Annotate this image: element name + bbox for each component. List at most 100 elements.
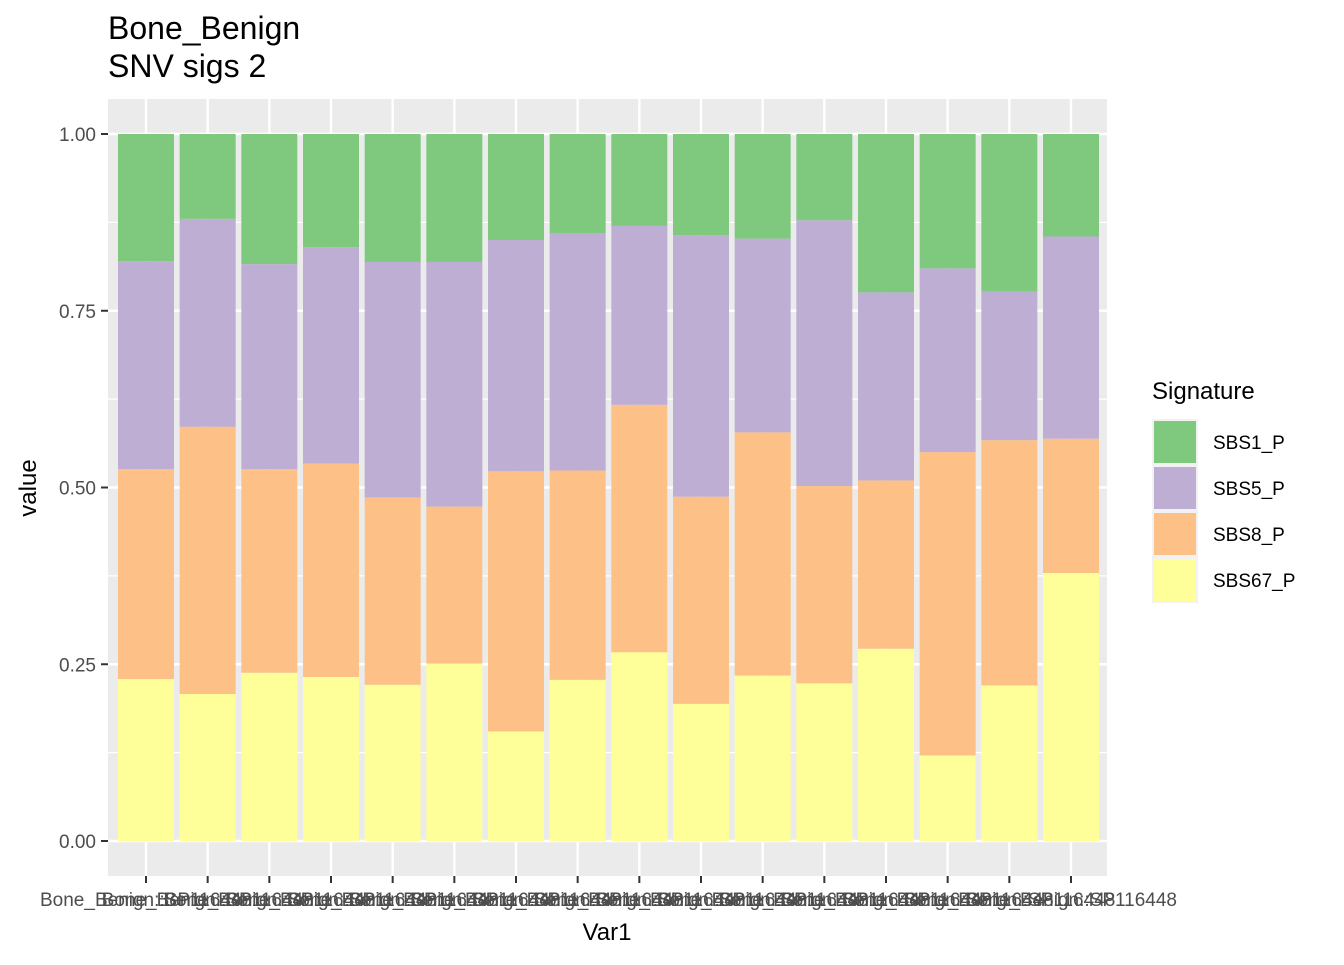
legend-label: SBS67_P [1213,571,1295,592]
legend-key-sbs67-p [1154,559,1196,601]
x-tick-label: Bone_Benign::SP116448 [348,890,560,911]
legend-label: SBS8_P [1213,525,1285,546]
y-tick-label: 0.00 [59,832,96,853]
x-tick-label: Bone_Benign::SP116448 [657,890,869,911]
legend-items: SBS1_P SBS5_P SBS8_P SBS67_P [1152,419,1295,603]
axis-layer: 0.00 0.25 0.50 0.75 1.00Bone_Benign::SP11644… [40,125,1177,911]
bar-segment-sbs1-p [364,134,421,262]
bar-segment-sbs67-p [611,652,668,841]
bar-segment-sbs8-p [919,452,976,756]
legend: Signature SBS1_P SBS5_P SBS8_P SBS67_P [1152,378,1295,603]
bar-segment-sbs67-p [981,685,1038,841]
legend-key-sbs1-p [1154,421,1196,463]
bar-segment-sbs5-p [611,225,668,405]
bar-segment-sbs5-p [796,220,853,487]
bar-segment-sbs1-p [241,134,298,265]
bar-segment-sbs8-p [858,480,914,649]
bar-segment-sbs67-p [858,648,914,841]
bar-segment-sbs8-p [673,496,729,704]
bar-segment-sbs8-p [549,470,606,680]
bar-segment-sbs67-p [919,755,976,841]
bar-segment-sbs1-p [981,134,1038,292]
bar-segment-sbs1-p [611,134,668,226]
bar-segment-sbs1-p [858,134,914,293]
bar-segment-sbs8-p [179,426,236,694]
bar-segment-sbs5-p [734,238,791,433]
bar-segment-sbs67-p [796,683,853,841]
x-tick-label: Bone_Benign::SP116448 [287,890,499,911]
bar-segment-sbs5-p [673,235,729,497]
y-tick-label: 0.25 [59,655,96,676]
bar-segment-sbs67-p [1043,573,1099,841]
bar-segment-sbs1-p [303,134,359,248]
bar-segment-sbs67-p [364,684,421,841]
legend-label: SBS5_P [1213,479,1285,500]
bar-segment-sbs67-p [734,675,791,841]
bar-segment-sbs8-p [734,432,791,676]
y-axis-title: value [15,459,42,516]
bar-segment-sbs67-p [549,679,606,841]
x-tick-label: Bone_Benign::SP116448 [965,890,1177,911]
bar-segment-sbs1-p [673,134,729,236]
y-tick-label: 0.50 [59,479,96,500]
bar-segment-sbs5-p [303,247,359,464]
bars-layer [118,134,1099,841]
x-tick-label: Bone_Benign::SP116448 [102,890,314,911]
bar-segment-sbs8-p [364,497,421,685]
x-tick-label: Bone_Benign::SP116448 [903,890,1115,911]
bar-segment-sbs8-p [1043,438,1099,574]
bar-segment-sbs67-p [303,676,359,841]
legend-key-sbs5-p [1154,467,1196,509]
legend-title: Signature [1152,378,1255,405]
bar-segment-sbs8-p [981,440,1038,686]
bar-segment-sbs1-p [796,134,853,221]
x-tick-label: Bone_Benign::SP116448 [842,890,1054,911]
bar-segment-sbs1-p [488,134,544,241]
bar-segment-sbs5-p [488,240,544,472]
legend-label: SBS1_P [1213,433,1285,454]
bar-segment-sbs67-p [488,731,544,841]
legend-key-sbs8-p [1154,513,1196,555]
y-tick-label: 1.00 [59,125,96,146]
bar-segment-sbs8-p [488,471,544,732]
bar-segment-sbs1-p [734,134,791,239]
bar-segment-sbs5-p [549,232,606,471]
bar-segment-sbs1-p [549,134,606,233]
bar-segment-sbs5-p [919,268,976,453]
bar-segment-sbs1-p [426,134,483,262]
chart-subtitle: SNV sigs 2 [108,48,266,84]
x-tick-label: Bone_Benign::SP116448 [225,890,437,911]
bar-segment-sbs5-p [364,261,421,498]
bar-segment-sbs5-p [858,292,914,481]
bar-segment-sbs5-p [118,261,174,470]
x-tick-label: Bone_Benign::SP116448 [410,890,622,911]
x-tick-label: Bone_Benign::SP116448 [533,890,745,911]
bar-segment-sbs5-p [179,218,236,427]
x-tick-label: Bone_Benign::SP116448 [718,890,930,911]
chart-title: Bone_Benign [108,10,300,46]
x-tick-label: Bone_Benign::SP116448 [163,890,375,911]
bar-segment-sbs8-p [611,404,668,653]
x-tick-label: Bone_Benign::SP116448 [472,890,684,911]
bar-segment-sbs67-p [426,663,483,841]
bar-segment-sbs5-p [426,261,483,507]
x-axis-title: Var1 [583,919,632,946]
bar-segment-sbs8-p [796,486,853,684]
y-tick-label: 0.75 [59,302,96,323]
bar-segment-sbs8-p [118,469,174,680]
bar-segment-sbs5-p [981,291,1038,441]
bar-segment-sbs67-p [118,679,174,841]
bar-segment-sbs67-p [673,703,729,841]
bar-segment-sbs8-p [426,506,483,664]
bar-segment-sbs8-p [303,463,359,677]
x-tick-label: Bone_Benign::SP116448 [780,890,992,911]
bar-segment-sbs67-p [241,672,298,841]
bar-segment-sbs67-p [179,693,236,841]
bar-segment-sbs1-p [1043,134,1099,237]
bar-segment-sbs1-p [179,134,236,219]
bar-segment-sbs5-p [1043,236,1099,439]
x-tick-label: Bone_Benign::SP116448 [40,890,252,911]
bar-segment-sbs8-p [241,469,298,673]
bar-segment-sbs1-p [919,134,976,269]
